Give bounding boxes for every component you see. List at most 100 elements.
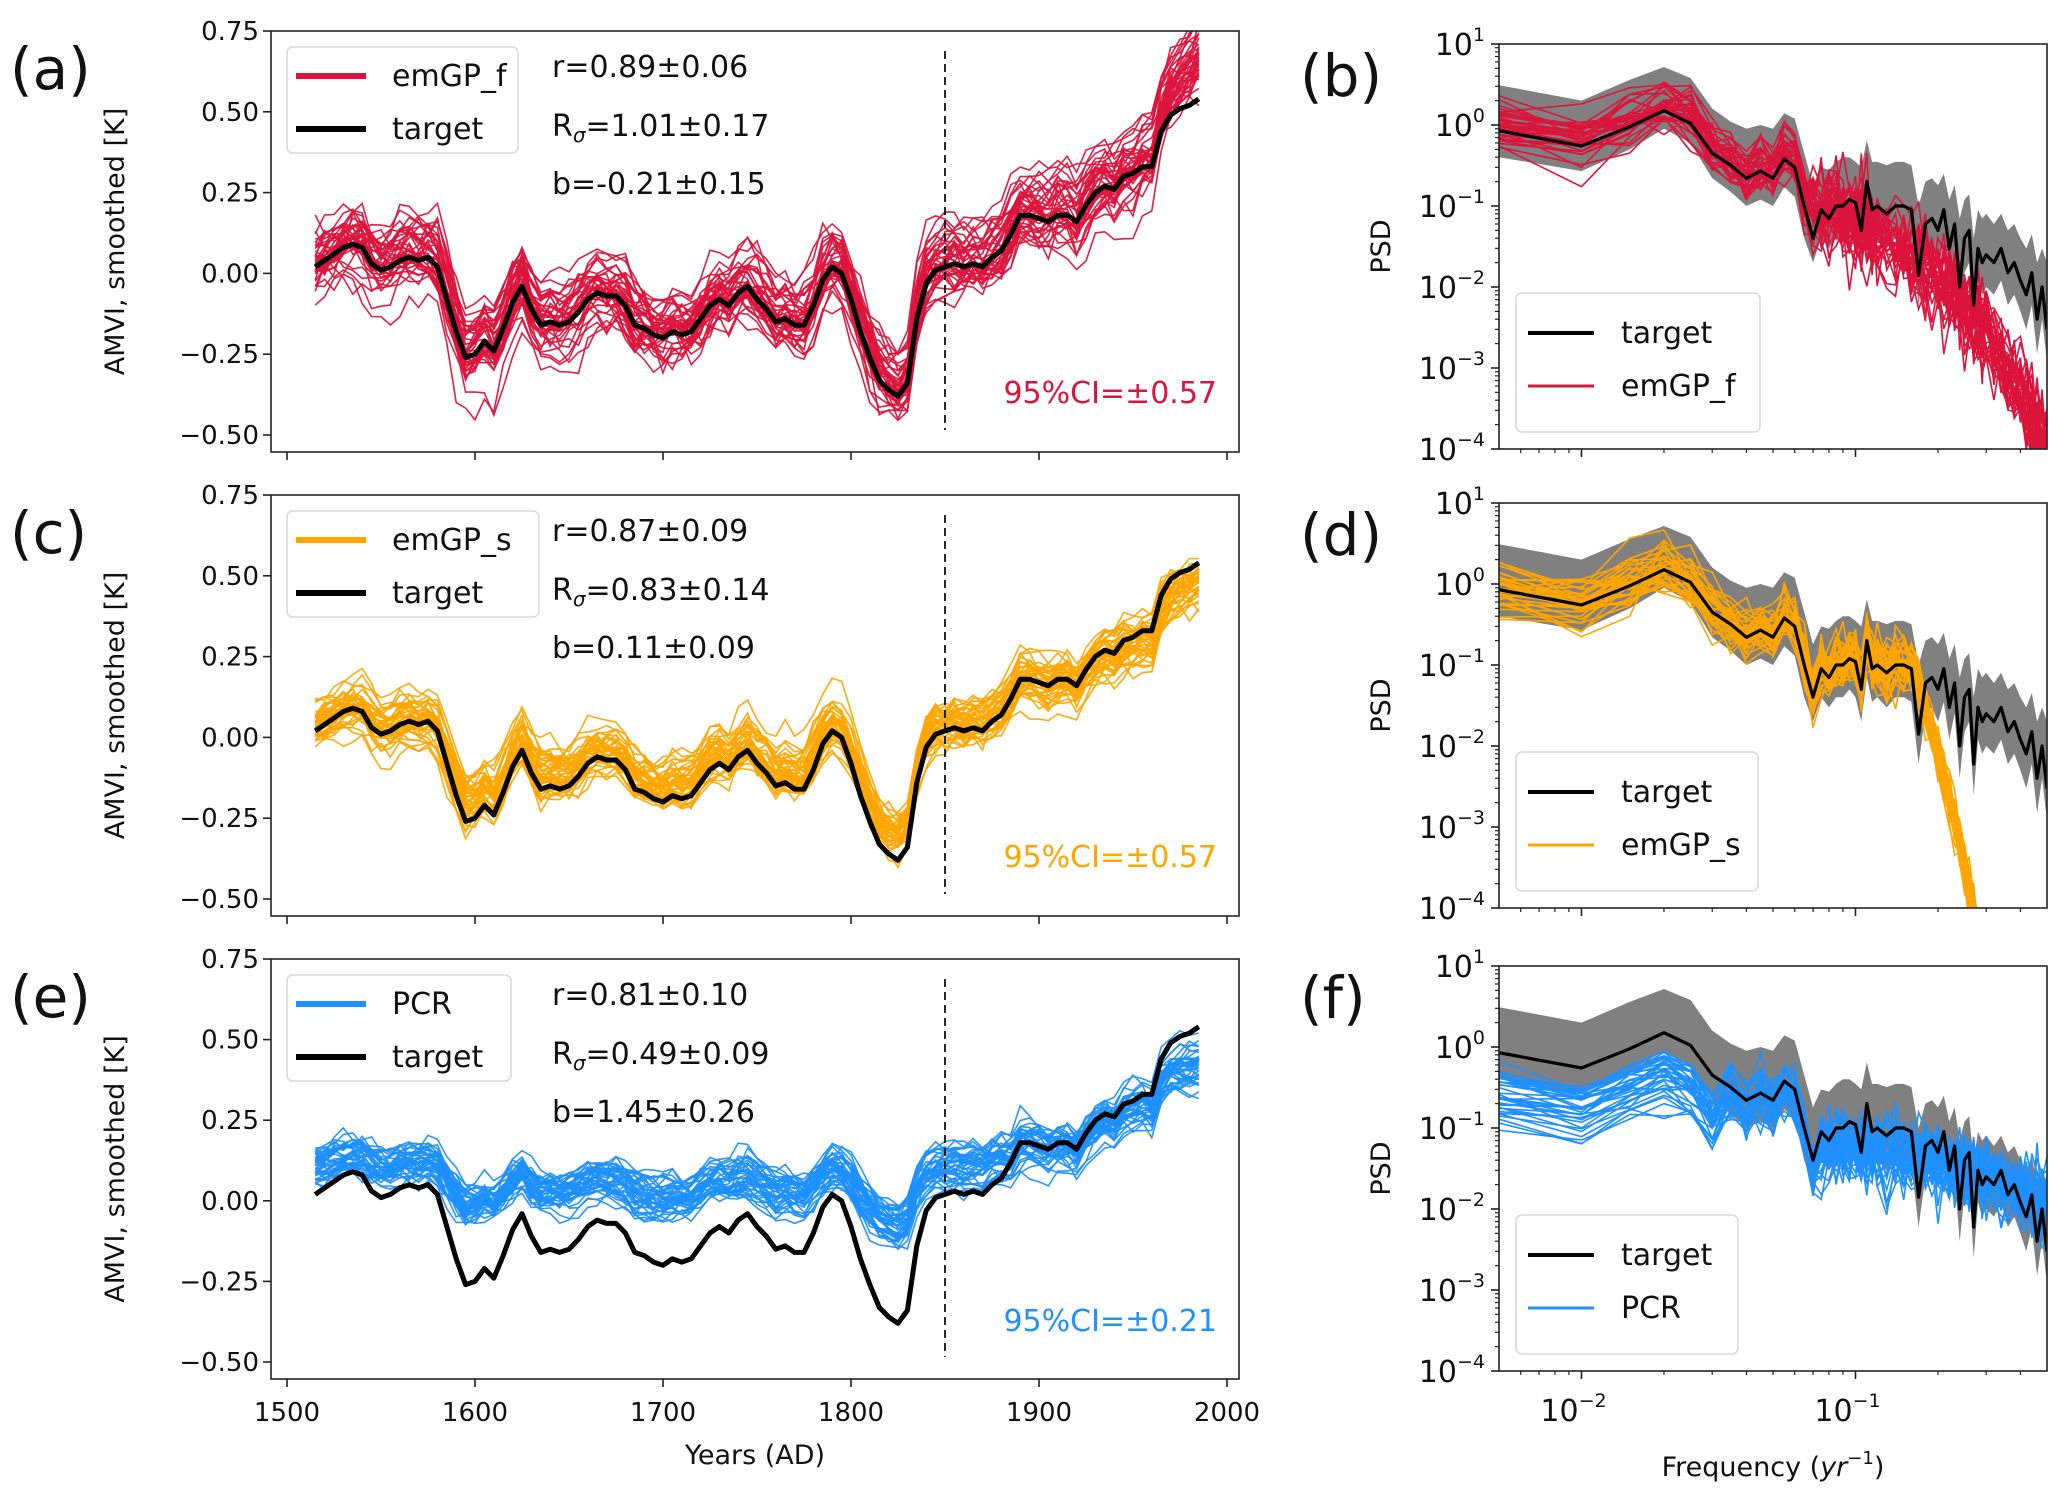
- stats-annotation: r=0.81±0.10 Rσ=0.49±0.09 b=1.45±0.26: [552, 978, 769, 1130]
- stat-r: r=0.89±0.06: [552, 50, 748, 85]
- panel-a: (a) AMVI, smoothed [K] 0.75 0.50 0.25 0.00 −0.…: [10, 17, 1240, 460]
- y-tick-label: 101: [1435, 483, 1485, 522]
- ensemble-member-line: [315, 589, 1200, 842]
- ci-label: 95%CI=±0.57: [1003, 376, 1217, 411]
- panel-e: (e) AMVI, smoothed [K] 0.75 0.50 0.25 0.00 −0.…: [10, 945, 1260, 1471]
- legend-box: [1515, 292, 1761, 433]
- y-tick-label: 0.75: [201, 945, 259, 975]
- axes-frame: [270, 494, 1240, 917]
- ensemble-member-line: [1499, 543, 1975, 908]
- ensemble-member-line: [1499, 555, 1977, 908]
- x-tick-label: 1700: [630, 1398, 696, 1428]
- stat-bias: b=0.11±0.09: [552, 631, 755, 666]
- y-tick-label: 100: [1435, 105, 1485, 144]
- panel-label: (c): [10, 499, 87, 567]
- y-axis-label: AMVI, smoothed [K]: [100, 108, 131, 376]
- legend: target emGP_s: [1515, 751, 1759, 892]
- panel-label: (d): [1300, 501, 1382, 569]
- ensemble-member-line: [314, 1081, 1200, 1250]
- ensemble-member-line: [1499, 1070, 2047, 1226]
- legend-label: emGP_f: [1621, 369, 1737, 404]
- stat-r: r=0.81±0.10: [552, 978, 748, 1013]
- ensemble-member-line: [314, 33, 1200, 403]
- ensemble-member-line: [314, 585, 1200, 839]
- panel-label: (e): [10, 963, 91, 1031]
- y-tick-label: 10−1: [1419, 1108, 1485, 1147]
- legend-label: PCR: [392, 987, 452, 1022]
- y-tick-label: −0.25: [179, 804, 259, 834]
- y-tick-label: 0.50: [201, 1026, 259, 1056]
- y-tick-label: 0.25: [201, 643, 259, 673]
- y-tick-label: 0.75: [201, 481, 259, 511]
- x-tick-label: 10−2: [1540, 1390, 1606, 1429]
- y-tick-label: 0.75: [201, 17, 259, 47]
- legend-label: target: [392, 576, 483, 611]
- ensemble-member-line: [315, 588, 1200, 842]
- x-axis-label: Frequency (yr−1): [1662, 1448, 1885, 1483]
- x-tick-label: 1600: [442, 1398, 508, 1428]
- legend: target PCR: [1515, 1214, 1739, 1355]
- target-line: [313, 96, 1201, 399]
- ensemble-member-line: [1499, 557, 1974, 908]
- legend-label: target: [1621, 316, 1712, 351]
- ensemble-member-line: [315, 47, 1200, 371]
- stat-r: r=0.87±0.09: [552, 514, 748, 549]
- y-axis-label: PSD: [1366, 678, 1397, 732]
- y-tick-label: 10−3: [1419, 807, 1485, 846]
- y-tick-label: −0.25: [179, 340, 259, 370]
- ci-label: 95%CI=±0.21: [1003, 1304, 1217, 1339]
- y-tick-label: 10−3: [1419, 348, 1485, 387]
- ensemble-member-line: [1499, 574, 1972, 908]
- legend-label: emGP_f: [392, 59, 508, 94]
- axes-frame: [270, 30, 1240, 453]
- ensemble-member-line: [315, 33, 1200, 356]
- ensemble-member-line: [315, 595, 1200, 832]
- legend-box: [1515, 751, 1759, 892]
- stats-annotation: r=0.87±0.09 Rσ=0.83±0.14 b=0.11±0.09: [552, 514, 769, 666]
- stat-r-sigma: Rσ=1.01±0.17: [552, 109, 769, 147]
- y-tick-label: 101: [1435, 24, 1485, 63]
- ensemble-member-line: [1499, 1071, 2047, 1235]
- y-tick-label: 10−2: [1419, 267, 1485, 306]
- panel-d: (d) PSD 101 100 10−1 10−2 10−3 10−4 target emGP_s: [1300, 483, 2048, 927]
- y-tick-label: 100: [1435, 564, 1485, 603]
- ensemble-emGP_s: [314, 557, 1200, 870]
- target-line: [313, 1024, 1201, 1326]
- legend-box: [1515, 1214, 1739, 1355]
- x-tick-label: 1800: [818, 1398, 884, 1428]
- legend-label: target: [392, 1040, 483, 1075]
- ensemble-member-line: [314, 73, 1200, 422]
- stat-r-sigma: Rσ=0.83±0.14: [552, 573, 769, 611]
- legend-label: target: [1621, 1238, 1712, 1273]
- panel-label: (a): [10, 35, 91, 103]
- legend-label: emGP_s: [1621, 828, 1741, 863]
- ensemble-member-line: [314, 589, 1200, 842]
- ensemble-member-line: [314, 31, 1193, 357]
- ensemble-member-line: [314, 588, 1200, 835]
- panel-label: (f): [1300, 964, 1366, 1032]
- y-tick-label: 10−1: [1419, 186, 1485, 225]
- y-tick-label: 10−3: [1419, 1270, 1485, 1309]
- ensemble-member-line: [315, 577, 1200, 843]
- target-psd-line: [1499, 568, 2047, 789]
- x-axis-label: Years (AD): [684, 1440, 825, 1471]
- target-line: [313, 560, 1201, 863]
- y-tick-label: 0.00: [201, 723, 259, 753]
- legend-label: PCR: [1621, 1291, 1681, 1326]
- ensemble-member-line: [315, 1060, 1200, 1237]
- ensemble-member-line: [314, 31, 1189, 372]
- y-tick-label: −0.50: [179, 1348, 259, 1378]
- y-tick-label: 10−2: [1419, 1189, 1485, 1228]
- ensemble-member-line: [314, 574, 1200, 820]
- ensemble-member-line: [1499, 100, 2041, 449]
- ensemble-member-line: [314, 580, 1199, 841]
- y-tick-label: 0.25: [201, 1106, 259, 1136]
- ensemble-member-line: [314, 32, 1200, 378]
- x-tick-label: 2000: [1194, 1398, 1260, 1428]
- panel-f: (f) PSD 101 100 10−1 10−2 10−3 10−4 10−2 10−1 Freq…: [1300, 946, 2048, 1483]
- ensemble-member-line: [314, 557, 1199, 813]
- y-tick-label: 0.50: [201, 98, 259, 128]
